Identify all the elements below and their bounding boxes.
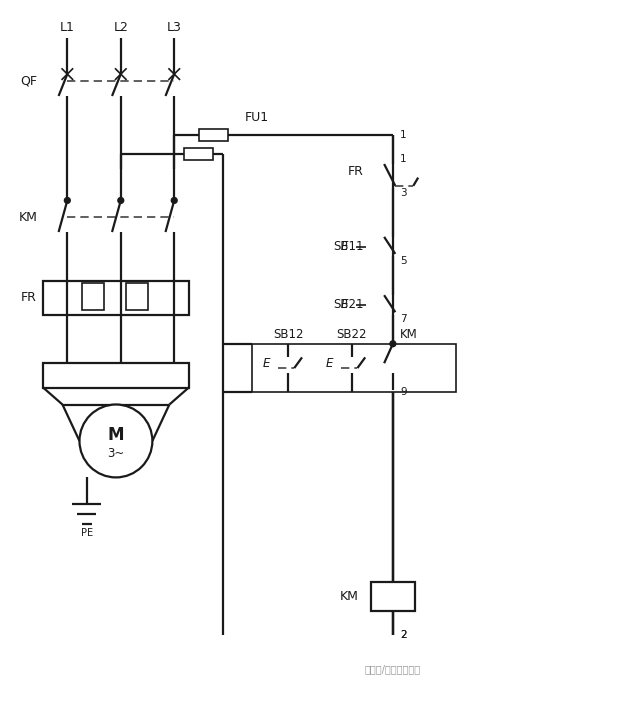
Text: E: E [326,357,333,370]
Bar [82,283,104,310]
Text: KM: KM [19,211,38,224]
Bar [125,283,147,310]
Text: SB12: SB12 [273,327,303,341]
Text: E: E [340,240,348,253]
Text: M: M [108,426,124,444]
Text: 5: 5 [400,256,407,266]
Text: E: E [340,298,348,311]
Circle shape [65,197,70,204]
Text: KM: KM [400,327,418,341]
Text: 头条号/电力工程技术: 头条号/电力工程技术 [365,665,421,674]
Bar [371,582,415,611]
Text: 3: 3 [400,188,407,198]
Text: PE: PE [81,528,93,538]
Circle shape [390,341,396,346]
Text: 1: 1 [400,154,407,164]
Text: L3: L3 [167,21,182,35]
Text: 2: 2 [400,631,407,641]
Text: FR: FR [21,291,37,304]
Circle shape [118,197,124,204]
Text: SB11: SB11 [333,240,364,253]
Text: L2: L2 [113,21,128,35]
Bar [43,363,189,387]
Text: QF: QF [20,75,37,88]
Text: 3~: 3~ [108,447,125,460]
Text: SB21: SB21 [333,298,364,311]
Text: L1: L1 [60,21,75,35]
Text: FR: FR [348,165,364,177]
Circle shape [79,404,152,477]
Text: 9: 9 [400,387,407,397]
Text: FU1: FU1 [244,111,269,124]
Bar [252,344,456,392]
Text: 2: 2 [400,631,407,641]
Text: E: E [263,357,270,370]
Text: KM: KM [340,590,359,603]
Bar [198,129,228,141]
Text: SB22: SB22 [337,327,367,341]
Text: 1: 1 [400,130,407,140]
Bar [184,148,213,160]
Bar [43,281,189,315]
Circle shape [172,197,177,204]
Text: 7: 7 [400,315,407,325]
